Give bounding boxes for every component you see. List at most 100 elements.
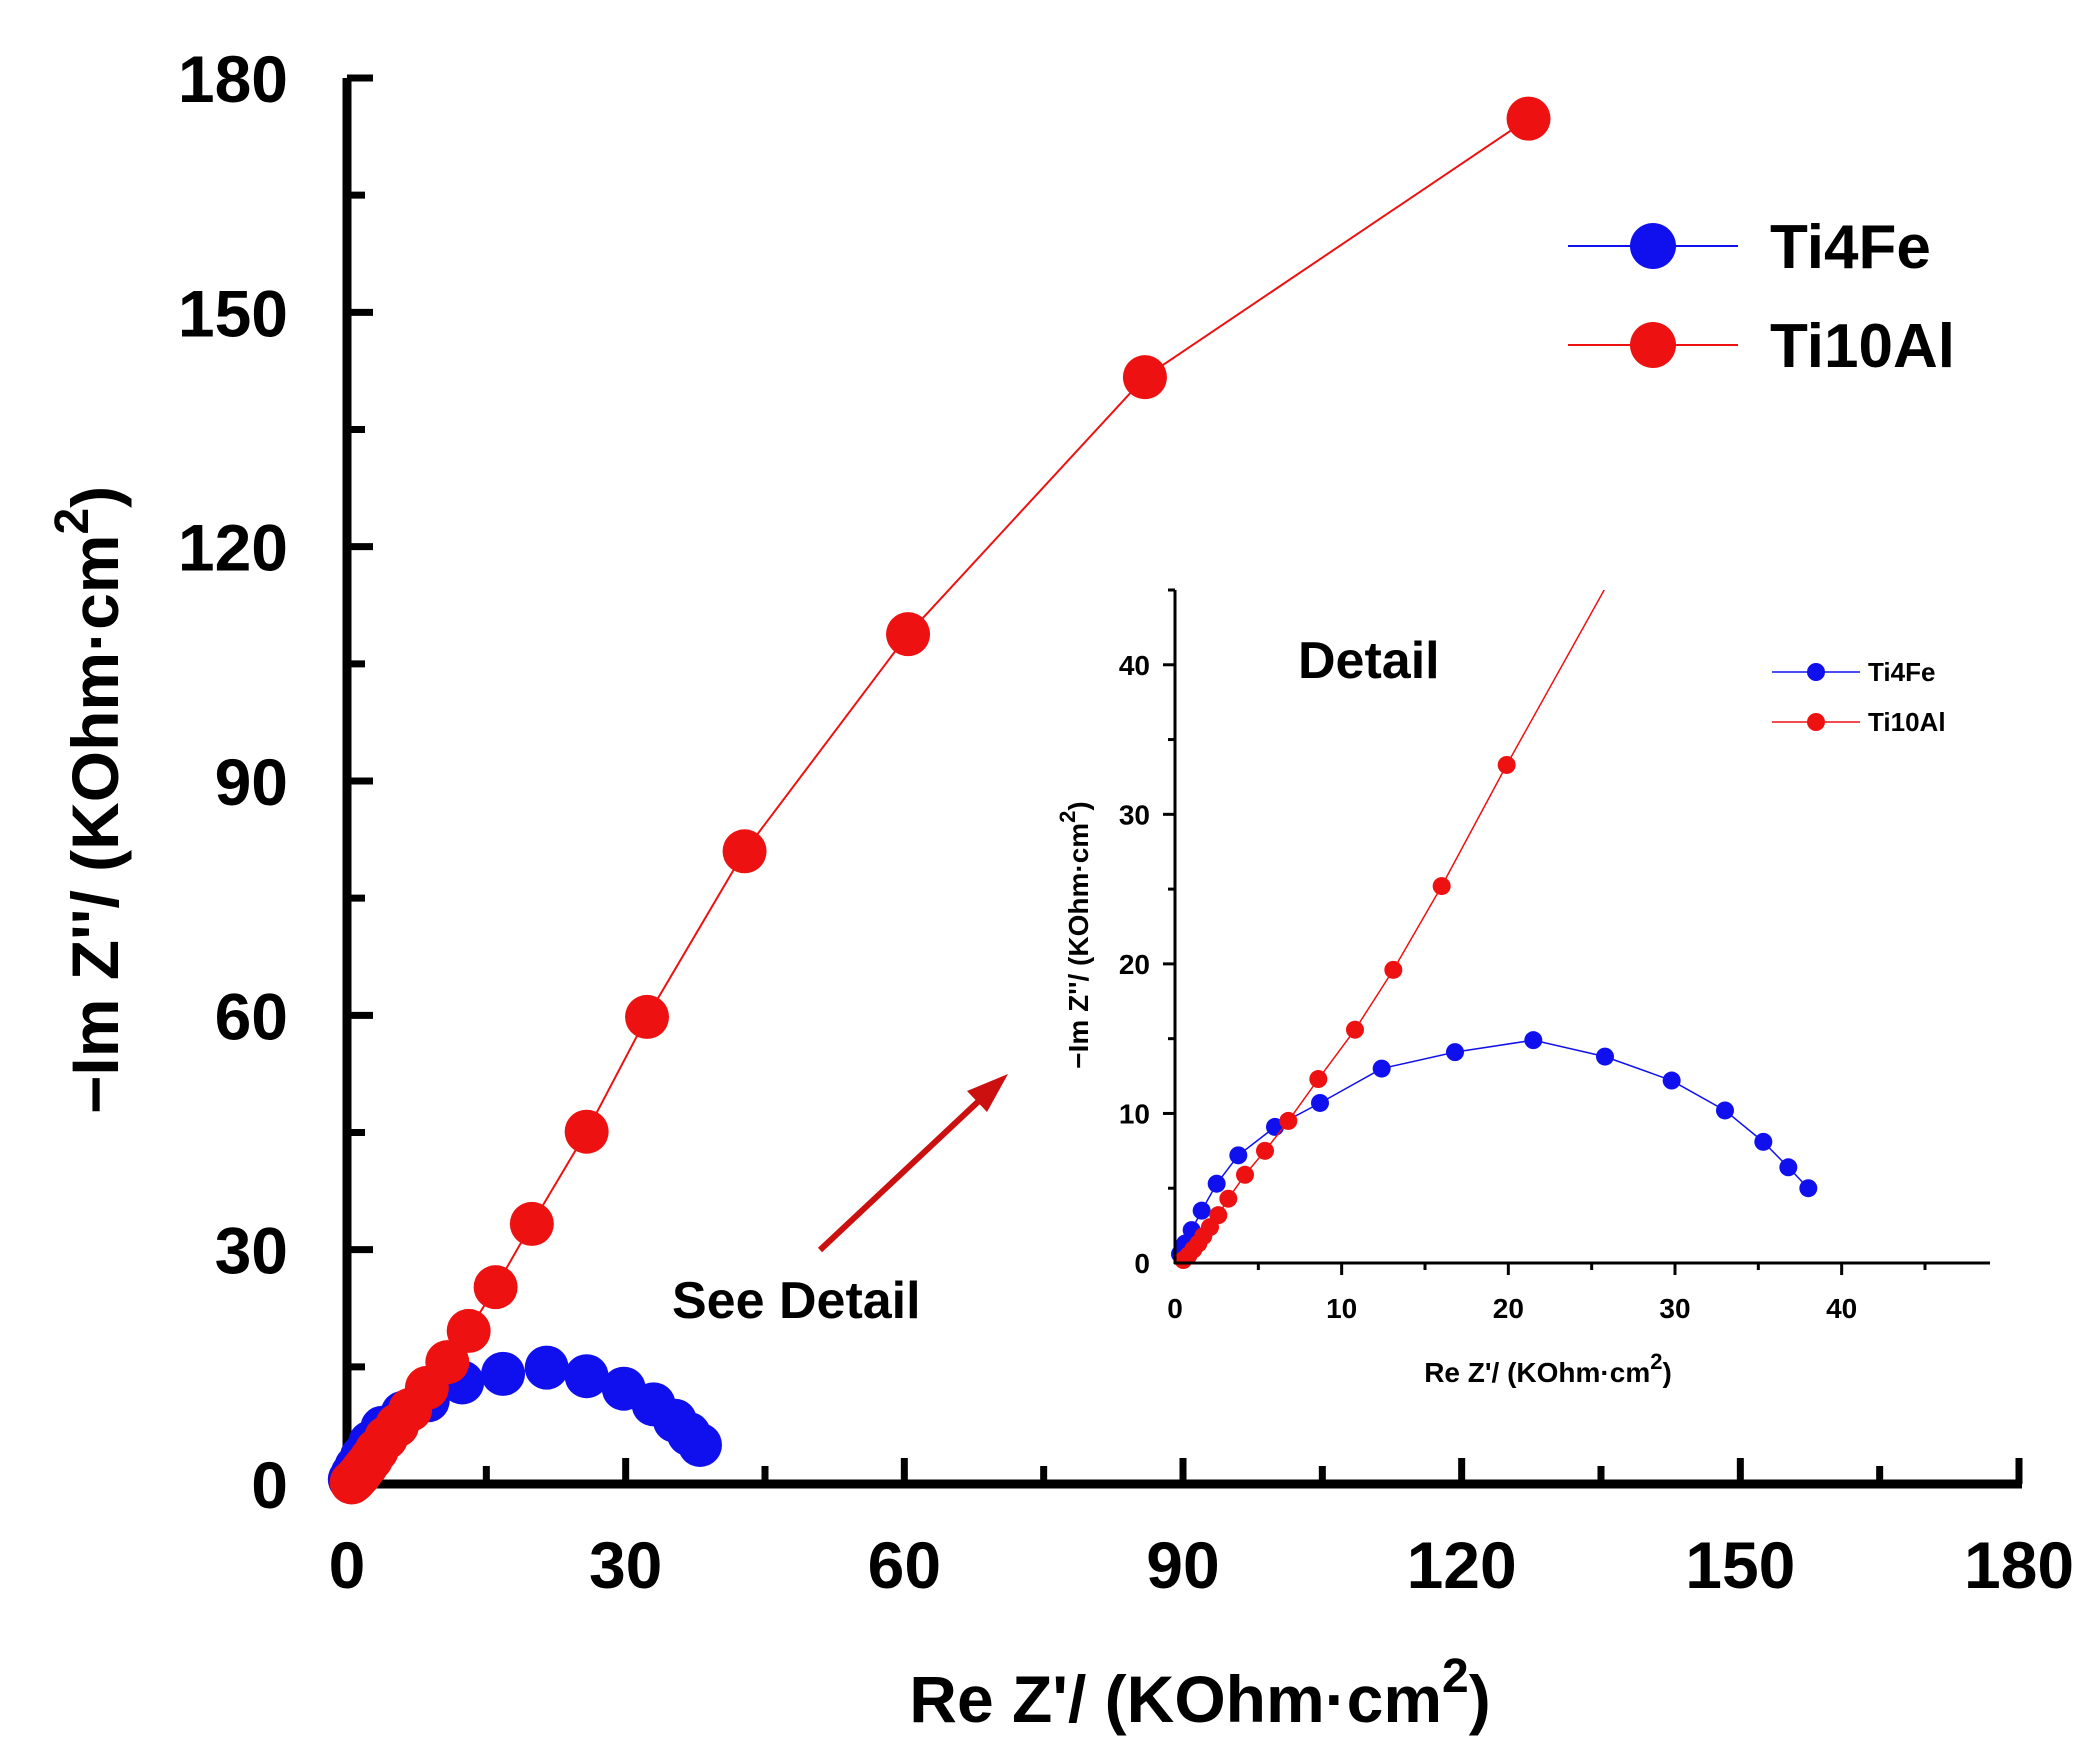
main-point-ti10al-13 xyxy=(446,1308,491,1353)
see-detail-annotation: See Detail xyxy=(672,1074,1008,1330)
inset-point-ti10al-6 xyxy=(1209,1206,1228,1225)
inset-tick-labels: 0 10 20 30 40 0 10 20 30 40 xyxy=(1119,650,1857,1324)
inset-legend-entry-ti4fe: Ti4Fe xyxy=(1772,657,1935,687)
main-series-group xyxy=(327,96,1551,1505)
inset-point-ti10al-11 xyxy=(1309,1070,1328,1089)
inset-point-ti10al-13 xyxy=(1384,960,1403,979)
inset-x-tick-label-30: 30 xyxy=(1659,1293,1690,1324)
inset-point-ti4fe-10 xyxy=(1524,1031,1543,1050)
inset-legend-entry-ti10al: Ti10Al xyxy=(1772,707,1946,737)
main-x-tick-label-180: 180 xyxy=(1964,1528,2074,1602)
main-point-ti10al-19 xyxy=(886,612,931,657)
inset-y-tick-label-10: 10 xyxy=(1119,1098,1150,1129)
see-detail-label: See Detail xyxy=(672,1272,921,1330)
inset-point-ti10al-8 xyxy=(1236,1165,1254,1184)
main-chart: 0 30 60 90 120 150 180 0 30 60 90 120 150 180 Re Z'/ … xyxy=(46,42,2074,1736)
main-tick-labels: 0 30 60 90 120 150 180 0 30 60 90 120 150 180 xyxy=(178,42,2074,1602)
inset-y-tick-label-20: 20 xyxy=(1119,949,1150,980)
main-point-ti4fe-11 xyxy=(564,1354,609,1399)
inset-y-axis-label-sup: 2 xyxy=(1055,811,1080,823)
main-legend-marker-ti4fe xyxy=(1630,223,1676,269)
main-legend-marker-ti10al xyxy=(1630,322,1676,368)
inset-point-ti4fe-9 xyxy=(1446,1043,1464,1062)
inset-y-axis-label: −Im Z''/ (KOhm·cm2) xyxy=(1055,801,1094,1068)
main-point-ti4fe-10 xyxy=(524,1345,569,1390)
main-point-ti10al-21 xyxy=(1506,96,1551,141)
inset-point-ti4fe-14 xyxy=(1754,1132,1773,1151)
inset-point-ti10al-14 xyxy=(1432,877,1451,896)
inset-series-ti10al xyxy=(1174,590,1606,1270)
main-y-tick-label-180: 180 xyxy=(178,42,288,116)
main-point-ti10al-20 xyxy=(1122,355,1167,400)
main-y-tick-label-90: 90 xyxy=(215,745,288,819)
main-line-ti10al xyxy=(351,117,1530,1484)
main-y-tick-label-0: 0 xyxy=(251,1448,288,1522)
inset-legend-marker-ti4fe xyxy=(1807,663,1825,681)
main-point-ti10al-16 xyxy=(564,1109,609,1154)
inset-point-ti4fe-15 xyxy=(1779,1158,1798,1177)
inset-point-ti10al-9 xyxy=(1256,1141,1274,1160)
inset-point-ti4fe-5 xyxy=(1229,1146,1248,1165)
main-x-axis-label-sup: 2 xyxy=(1442,1650,1469,1703)
inset-point-ti10al-7 xyxy=(1219,1189,1238,1208)
main-x-axis-label-text: Re Z'/ (KOhm·cm xyxy=(909,1662,1442,1736)
inset-legend-marker-ti10al xyxy=(1807,713,1825,731)
main-point-ti10al-17 xyxy=(625,994,670,1039)
main-x-tick-label-60: 60 xyxy=(868,1528,941,1602)
inset-y-axis-label-suffix: ) xyxy=(1063,801,1094,810)
main-y-axis-label: −Im Z''/ (KOhm·cm2) xyxy=(46,486,132,1114)
main-x-tick-label-30: 30 xyxy=(589,1528,662,1602)
inset-legend-label-ti10al: Ti10Al xyxy=(1868,707,1946,737)
inset-y-tick-label-40: 40 xyxy=(1119,650,1150,681)
inset-point-ti4fe-11 xyxy=(1596,1047,1614,1066)
inset-point-ti4fe-8 xyxy=(1372,1059,1391,1078)
inset-x-axis-label-sup: 2 xyxy=(1650,1349,1662,1374)
main-axis-ticks xyxy=(347,74,2023,1484)
inset-point-ti4fe-4 xyxy=(1207,1174,1226,1193)
main-y-tick-label-60: 60 xyxy=(215,979,288,1053)
inset-x-tick-label-40: 40 xyxy=(1826,1293,1857,1324)
main-x-axis-label-suffix: ) xyxy=(1469,1662,1491,1736)
inset-x-tick-label-10: 10 xyxy=(1326,1293,1357,1324)
inset-legend-label-ti4fe: Ti4Fe xyxy=(1868,657,1935,687)
inset-point-ti10al-15 xyxy=(1497,755,1516,774)
inset-x-axis-label: Re Z'/ (KOhm·cm2) xyxy=(1424,1349,1672,1388)
inset-x-axis-label-text: Re Z'/ (KOhm·cm xyxy=(1424,1357,1650,1388)
main-point-ti4fe-16 xyxy=(677,1422,722,1467)
main-legend-entry-ti4fe: Ti4Fe xyxy=(1568,213,1931,282)
main-x-tick-label-120: 120 xyxy=(1407,1528,1517,1602)
inset-x-tick-label-0: 0 xyxy=(1167,1293,1183,1324)
inset-line-ti4fe xyxy=(1179,1039,1809,1255)
inset-point-ti10al-12 xyxy=(1346,1020,1364,1039)
main-x-tick-label-0: 0 xyxy=(329,1528,366,1602)
inset-point-ti4fe-16 xyxy=(1799,1179,1818,1198)
main-x-axis-label: Re Z'/ (KOhm·cm2) xyxy=(909,1650,1490,1736)
inset-point-ti4fe-12 xyxy=(1662,1071,1681,1090)
main-y-tick-label-30: 30 xyxy=(215,1214,288,1288)
inset-point-ti4fe-13 xyxy=(1716,1101,1734,1120)
main-y-tick-label-150: 150 xyxy=(178,276,288,350)
main-point-ti10al-12 xyxy=(425,1340,470,1385)
main-legend-entry-ti10al: Ti10Al xyxy=(1568,312,1955,381)
inset-title: Detail xyxy=(1298,632,1440,690)
main-series-ti10al xyxy=(329,96,1551,1505)
inset-point-ti4fe-3 xyxy=(1192,1201,1211,1220)
main-y-axis-label-text: −Im Z''/ (KOhm·cm xyxy=(58,535,132,1115)
inset-point-ti4fe-7 xyxy=(1311,1093,1329,1112)
inset-axis-ticks xyxy=(1163,588,1927,1275)
inset-y-tick-label-0: 0 xyxy=(1134,1248,1150,1279)
inset-point-ti10al-10 xyxy=(1279,1111,1298,1130)
main-point-ti10al-18 xyxy=(722,829,767,874)
inset-y-tick-label-30: 30 xyxy=(1119,799,1150,830)
main-x-tick-label-90: 90 xyxy=(1146,1528,1219,1602)
main-y-tick-label-120: 120 xyxy=(178,511,288,585)
main-legend-label-ti10al: Ti10Al xyxy=(1770,312,1955,381)
main-x-tick-label-150: 150 xyxy=(1685,1528,1795,1602)
inset-y-axis-label-text: −Im Z''/ (KOhm·cm xyxy=(1063,823,1094,1069)
see-detail-arrow-shaft xyxy=(817,1095,985,1253)
inset-x-tick-label-20: 20 xyxy=(1493,1293,1524,1324)
main-point-ti10al-15 xyxy=(509,1201,554,1246)
main-y-axis-label-suffix: ) xyxy=(58,486,132,508)
inset-chart: 0 10 20 30 40 0 10 20 30 40 Detail Re Z'/ (KOhm·c… xyxy=(1055,588,1990,1388)
see-detail-arrow-head xyxy=(967,1074,1008,1112)
